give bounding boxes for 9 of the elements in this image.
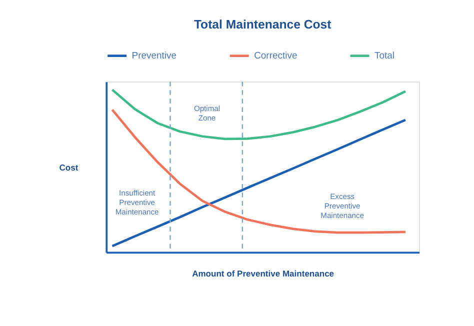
annotation: Optimal Zone [194,104,220,123]
annotation: Excess Preventive Maintenance [320,192,364,220]
legend-label: Preventive [132,50,177,62]
legend-label: Total [374,50,394,62]
y-axis-title: Cost [59,162,78,172]
chart-title: Total Maintenance Cost [194,18,332,32]
legend-label: Corrective [254,50,298,62]
annotation: Insufficient Preventive Maintenance [115,188,159,217]
x-axis-title: Amount of Preventive Maintenance [192,268,334,278]
